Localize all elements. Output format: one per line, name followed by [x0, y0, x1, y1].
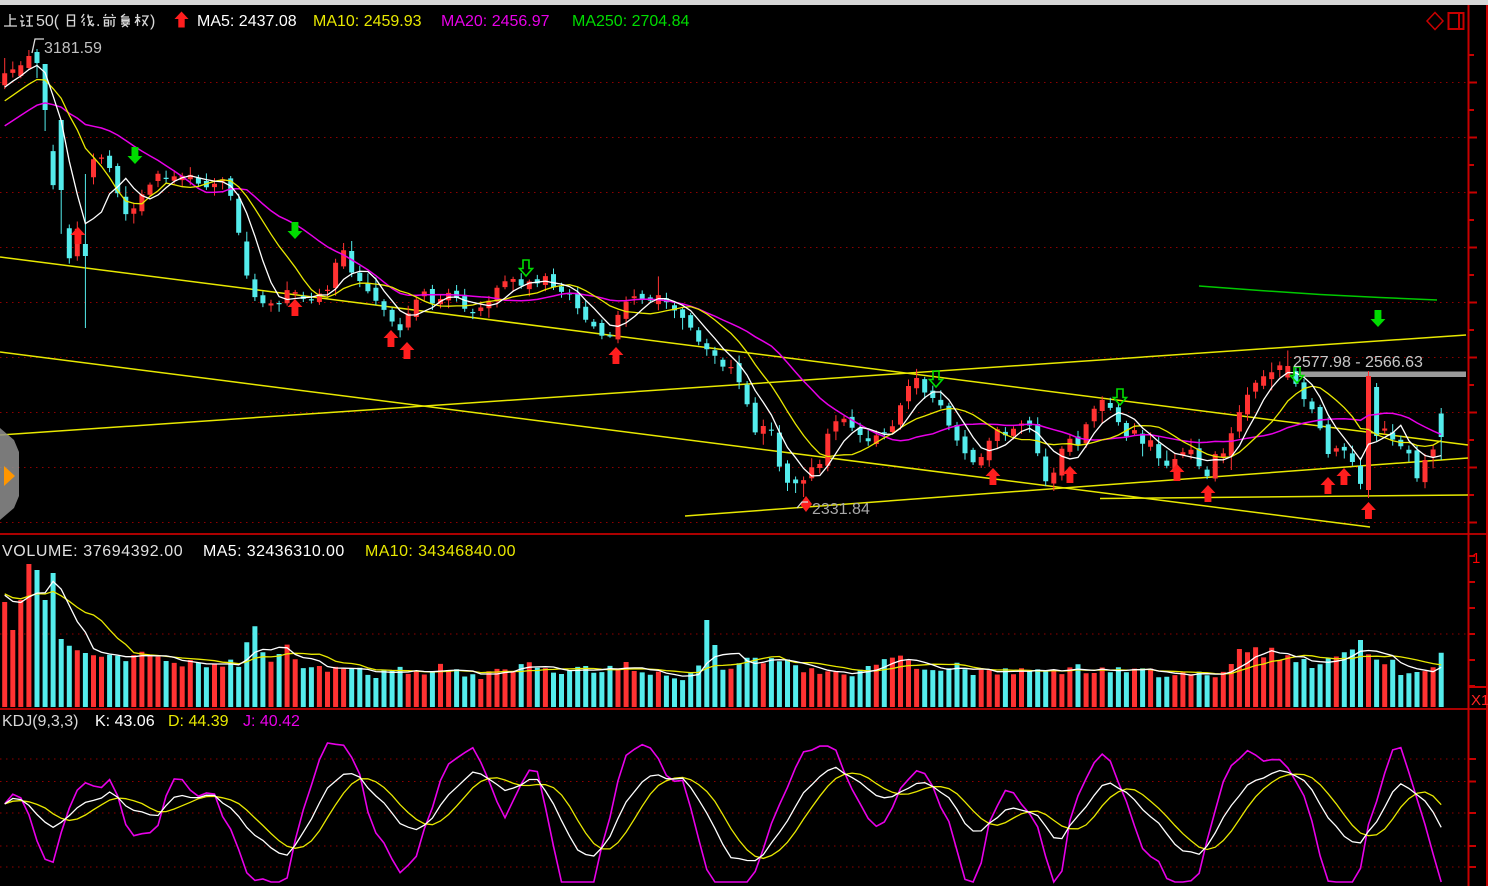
svg-text:D: 44.39: D: 44.39 [168, 713, 229, 730]
svg-text:2331.84: 2331.84 [812, 501, 870, 518]
svg-text:): ) [150, 13, 155, 30]
svg-text:KDJ(9,3,3): KDJ(9,3,3) [2, 713, 78, 730]
svg-text:.: . [96, 13, 100, 30]
svg-text:MA10: 34346840.00: MA10: 34346840.00 [365, 543, 516, 560]
svg-text:MA20: 2456.97: MA20: 2456.97 [441, 13, 550, 30]
svg-text:VOLUME: 37694392.00: VOLUME: 37694392.00 [2, 543, 183, 560]
svg-text:2577.98 - 2566.63: 2577.98 - 2566.63 [1293, 354, 1423, 371]
svg-text:MA5: 32436310.00: MA5: 32436310.00 [203, 543, 345, 560]
svg-text:MA5: 2437.08: MA5: 2437.08 [197, 13, 297, 30]
svg-text:J: 40.42: J: 40.42 [243, 713, 300, 730]
svg-text:K: 43.06: K: 43.06 [95, 713, 155, 730]
svg-text:MA250: 2704.84: MA250: 2704.84 [572, 13, 690, 30]
svg-text:50(: 50( [36, 13, 60, 30]
svg-text:X1: X1 [1471, 692, 1488, 709]
svg-text:MA10: 2459.93: MA10: 2459.93 [313, 13, 422, 30]
svg-text:3181.59: 3181.59 [44, 40, 102, 57]
svg-text:1: 1 [1472, 550, 1480, 567]
